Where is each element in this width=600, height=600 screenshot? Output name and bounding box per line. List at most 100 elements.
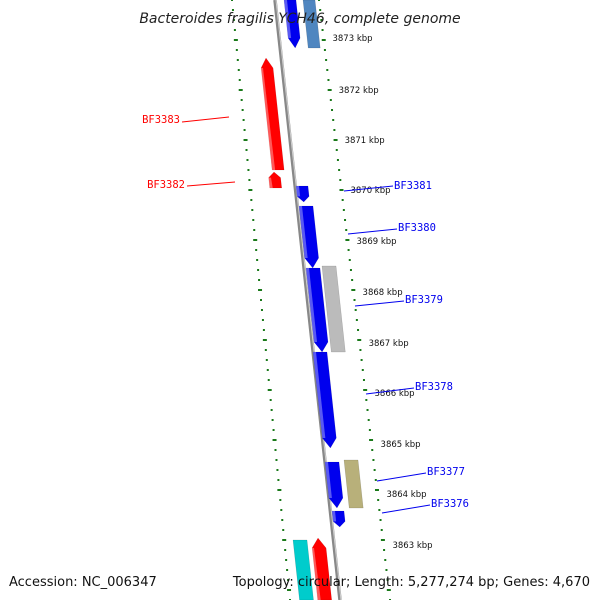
tick-mark [329, 99, 332, 101]
tick-mark [327, 89, 332, 91]
gene-label-leader [376, 472, 427, 482]
tick-mark [331, 109, 334, 111]
gene-label-BF3383[interactable]: BF3383 [142, 114, 180, 126]
gene-arrow-reverse[interactable] [311, 537, 332, 600]
tick-mark [265, 359, 268, 361]
gene-arrow-BF3376[interactable] [331, 510, 346, 528]
tick-mark [383, 549, 386, 551]
tick-mark [353, 299, 356, 301]
tick-mark [327, 79, 330, 81]
tick-mark [349, 269, 352, 271]
tick-mark [345, 229, 348, 231]
feature-block-steel[interactable] [302, 0, 321, 49]
tick-mark [282, 539, 287, 541]
tick-mark [359, 349, 362, 351]
gene-label-leader [381, 504, 431, 514]
tick-mark [282, 529, 285, 531]
tick-mark [248, 179, 251, 181]
annotation-layer: 3873 kbp 3872 kbp 3871 kbp 3870 kbp 3869 kbp… [142, 34, 469, 551]
tick-mark [379, 519, 382, 521]
tick-mark [232, 19, 235, 21]
gene-label-leader [365, 387, 415, 395]
tick-mark [360, 359, 363, 361]
tick-mark [275, 459, 278, 461]
tick-mark [386, 589, 391, 591]
gene-arrow-BF3382[interactable] [268, 171, 283, 189]
tick-mark [245, 149, 248, 151]
feature-block-gray[interactable] [321, 265, 346, 353]
tick-mark [262, 339, 267, 341]
tick-mark [339, 189, 344, 191]
tick-mark [280, 509, 283, 511]
feature-shading [284, 0, 292, 38]
gene-label-BF3381[interactable]: BF3381 [394, 180, 432, 192]
feature-block-olive[interactable] [343, 459, 364, 509]
tick-mark [233, 39, 238, 41]
gene-arrow-BF3378[interactable] [312, 351, 337, 449]
tick-mark [238, 79, 241, 81]
gene-label-leader [347, 228, 398, 235]
tick-mark [344, 219, 347, 221]
gene-label-leader [343, 185, 394, 192]
kbp-tick-label: 3865 kbp [381, 440, 421, 450]
backbone-highlight [275, 0, 342, 600]
tick-mark [253, 229, 256, 231]
map-title: Bacteroides fragilis YCH46, complete gen… [139, 11, 460, 27]
tick-mark [372, 459, 375, 461]
tick-mark [339, 179, 342, 181]
tick-mark [247, 169, 250, 171]
tick-mark [274, 449, 277, 451]
tick-mark [321, 29, 324, 31]
tick-mark [231, 0, 233, 1]
tick-mark [235, 49, 238, 51]
tick-mark [377, 499, 380, 501]
summary-text: Topology: circular; Length: 5,277,274 bp… [232, 575, 590, 590]
tick-mark [260, 309, 263, 311]
tick-mark [262, 329, 265, 331]
tick-mark [271, 419, 274, 421]
gene-label-leader [181, 116, 230, 123]
tick-mark [384, 559, 387, 561]
tick-mark [277, 479, 280, 481]
feature-block-rna[interactable] [292, 539, 314, 600]
gene-arrow-BF3381[interactable] [295, 185, 310, 203]
tick-mark [242, 119, 245, 121]
gene-arrow-BF3380[interactable] [298, 205, 319, 269]
tick-mark [371, 449, 374, 451]
tick-mark [320, 19, 323, 21]
feature-track [260, 0, 364, 600]
tick-mark [258, 289, 263, 291]
accession-text: Accession: NC_006347 [9, 575, 157, 590]
kbp-tick-label: 3870 kbp [350, 186, 390, 196]
feature-shading [332, 511, 337, 522]
gene-arrow-BF3383[interactable] [260, 57, 285, 171]
tick-mark [348, 259, 351, 261]
tick-mark [374, 479, 377, 481]
feature-shading [299, 206, 308, 258]
gene-label-BF3382[interactable]: BF3382 [147, 179, 185, 191]
gene-arrow-BF3377[interactable] [324, 461, 344, 509]
feature-shading [296, 186, 301, 197]
gene-label-BF3376[interactable]: BF3376 [431, 498, 469, 510]
kbp-tick-label: 3864 kbp [386, 490, 426, 500]
kbp-tick-label: 3867 kbp [369, 339, 409, 349]
tick-mark [386, 579, 389, 581]
tick-mark [357, 339, 362, 341]
tick-mark [281, 519, 284, 521]
gene-arrow-forward[interactable] [283, 0, 301, 49]
tick-mark [285, 559, 288, 561]
tick-mark [286, 569, 289, 571]
gene-label-BF3379[interactable]: BF3379 [405, 294, 443, 306]
gene-label-BF3377[interactable]: BF3377 [427, 466, 465, 478]
tick-mark [231, 9, 234, 11]
tick-mark [368, 429, 371, 431]
gene-label-BF3378[interactable]: BF3378 [415, 381, 453, 393]
tick-mark [237, 69, 240, 71]
tick-mark [378, 509, 381, 511]
gene-label-BF3380[interactable]: BF3380 [398, 222, 436, 234]
tick-mark [277, 489, 282, 491]
kbp-tick-label: 3869 kbp [357, 237, 397, 247]
gene-arrow-BF3379[interactable] [305, 267, 329, 353]
tick-mark [272, 429, 275, 431]
